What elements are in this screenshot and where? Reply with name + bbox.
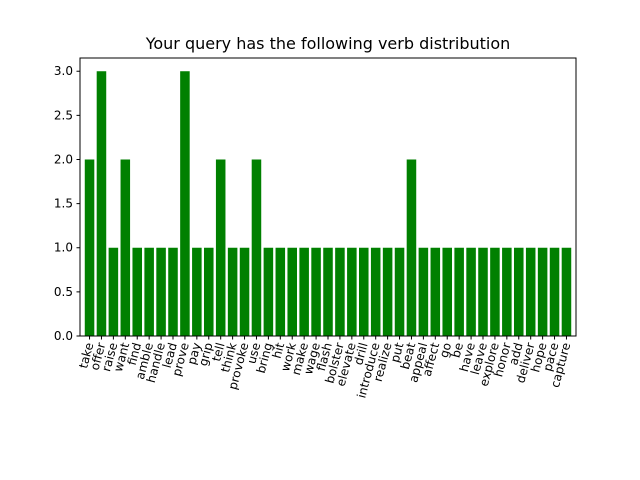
bar-beat bbox=[406, 159, 417, 336]
y-tick-label: 1.5 bbox=[54, 197, 73, 211]
bar-make bbox=[299, 247, 309, 336]
bar-add bbox=[514, 247, 524, 336]
bars bbox=[84, 71, 572, 336]
bar-deliver bbox=[525, 247, 536, 336]
x-tick-label-pay: pay bbox=[185, 341, 204, 366]
bar-go bbox=[442, 247, 452, 336]
y-tick-label: 2.5 bbox=[54, 108, 73, 122]
y-tick-label: 0.5 bbox=[54, 285, 73, 299]
bar-pay bbox=[192, 247, 202, 336]
x-tick-label-lead: lead bbox=[160, 341, 180, 369]
bar-offer bbox=[96, 71, 107, 336]
y-tick-label: 1.0 bbox=[54, 241, 73, 255]
bar-capture bbox=[561, 247, 572, 336]
bar-grip bbox=[204, 247, 214, 336]
bar-flash bbox=[323, 247, 333, 336]
plot-frame bbox=[79, 57, 577, 337]
bar-explore bbox=[490, 247, 500, 336]
x-tick-label-hit: hit bbox=[270, 341, 288, 360]
x-tick-label-add: add bbox=[506, 341, 525, 366]
bar-find bbox=[132, 247, 142, 336]
bar-leave bbox=[478, 247, 488, 336]
bar-drill bbox=[359, 247, 369, 336]
x-tick-label-offer: offer bbox=[88, 341, 109, 372]
bar-honor bbox=[502, 247, 512, 336]
y-tick-label: 0.0 bbox=[54, 329, 73, 343]
bar-introduce bbox=[370, 247, 381, 336]
bar-bring bbox=[263, 247, 274, 336]
bar-hope bbox=[537, 247, 548, 336]
bar-work bbox=[287, 247, 297, 336]
x-tick-label-grip: grip bbox=[196, 341, 216, 367]
x-tick-label-take: take bbox=[76, 341, 96, 370]
bar-prove bbox=[180, 71, 190, 336]
bar-wage bbox=[311, 247, 321, 336]
bar-raise bbox=[108, 247, 119, 336]
bar-want bbox=[120, 159, 131, 336]
bar-bolster bbox=[335, 247, 345, 336]
bar-handle bbox=[156, 247, 166, 336]
x-tick-label-drill: drill bbox=[351, 341, 370, 366]
bar-be bbox=[454, 247, 464, 336]
y-tick-label: 3.0 bbox=[54, 64, 73, 78]
bar-provoke bbox=[239, 247, 250, 336]
x-tick-label-use: use bbox=[244, 341, 263, 365]
bar-appeal bbox=[418, 247, 429, 336]
bar-hit bbox=[275, 247, 286, 336]
bar-amble bbox=[144, 247, 154, 336]
x-tick-label-go: go bbox=[437, 341, 454, 359]
bar-elevate bbox=[347, 247, 357, 336]
bar-affect bbox=[430, 247, 441, 336]
y-axis: 0.0 0.5 1.0 1.5 2.0 2.5 3.0 bbox=[54, 64, 80, 343]
y-tick-label: 2.0 bbox=[54, 152, 73, 166]
x-tick-label-tell: tell bbox=[209, 341, 227, 363]
x-tick-label-be: be bbox=[449, 341, 466, 359]
bar-put bbox=[394, 247, 405, 336]
bar-lead bbox=[168, 247, 178, 336]
bar-think bbox=[227, 247, 238, 336]
bar-realize bbox=[382, 247, 393, 336]
x-tick-label-put: put bbox=[388, 341, 407, 364]
chart-title: Your query has the following verb distri… bbox=[145, 34, 511, 53]
bar-have bbox=[466, 247, 476, 336]
bar-tell bbox=[215, 159, 226, 336]
x-tick-label-find: find bbox=[125, 341, 144, 367]
bar-pace bbox=[549, 247, 560, 336]
bar-take bbox=[84, 159, 95, 336]
bar-use bbox=[251, 159, 262, 336]
x-tick-label-beat: beat bbox=[398, 341, 419, 371]
